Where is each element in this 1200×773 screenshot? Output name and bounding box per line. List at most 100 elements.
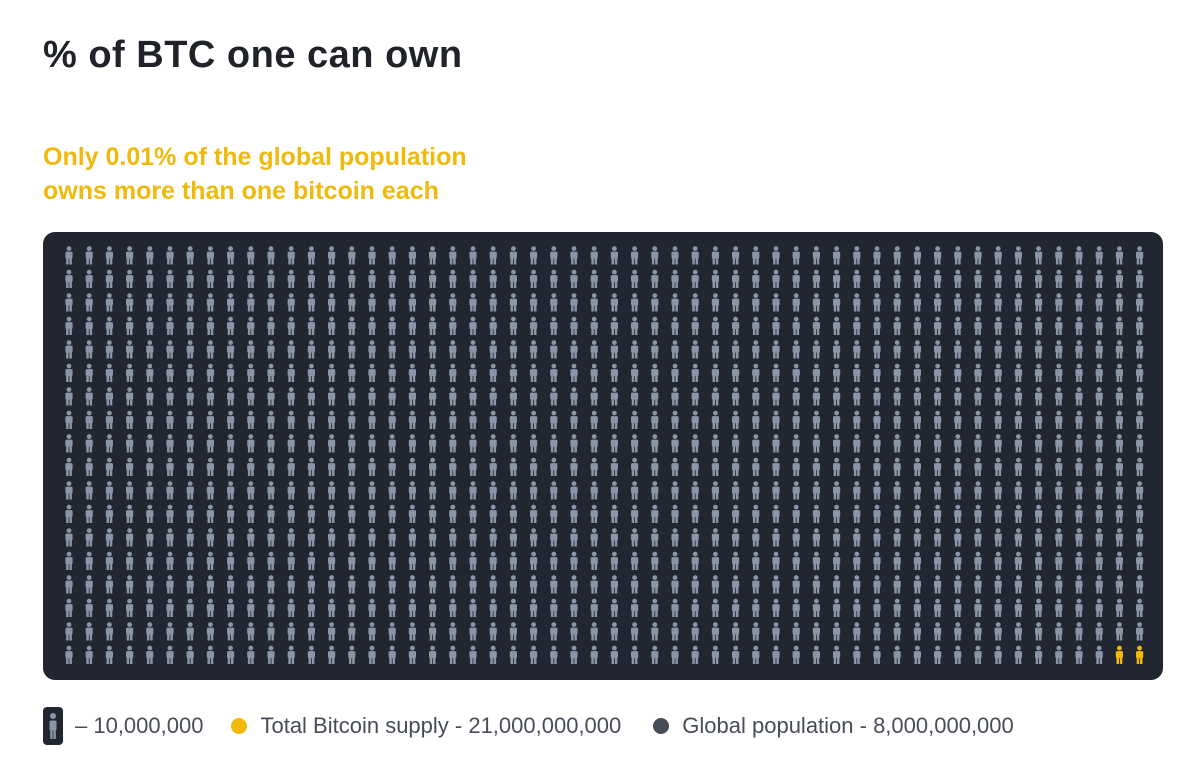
person-icon (1014, 622, 1022, 641)
person-icon (449, 575, 457, 594)
person-icon (732, 269, 740, 288)
person-icon (732, 504, 740, 523)
person-icon (1075, 457, 1083, 476)
person-icon (752, 434, 760, 453)
person-icon (65, 645, 73, 664)
person-icon (65, 293, 73, 312)
person-icon (772, 410, 780, 429)
person-icon (792, 387, 800, 406)
person-icon (974, 575, 982, 594)
person-icon (631, 598, 639, 617)
person-icon (873, 575, 881, 594)
person-icon (247, 363, 255, 382)
person-icon (631, 387, 639, 406)
person-icon (408, 410, 416, 429)
person-icon (287, 246, 295, 265)
person-icon (853, 316, 861, 335)
person-icon (287, 575, 295, 594)
person-icon (429, 622, 437, 641)
person-icon (388, 622, 396, 641)
person-icon (1095, 528, 1103, 547)
person-icon (368, 363, 376, 382)
person-icon (631, 316, 639, 335)
person-icon (752, 293, 760, 312)
person-icon (631, 293, 639, 312)
person-icon (307, 387, 315, 406)
person-icon (954, 387, 962, 406)
person-icon (368, 410, 376, 429)
person-icon (792, 457, 800, 476)
person-icon (105, 457, 113, 476)
person-icon (348, 293, 356, 312)
person-icon (368, 387, 376, 406)
person-icon (893, 645, 901, 664)
person-icon (873, 246, 881, 265)
person-icon (671, 622, 679, 641)
person-icon (772, 316, 780, 335)
person-icon (792, 410, 800, 429)
person-icon (65, 457, 73, 476)
person-icon (186, 645, 194, 664)
person-icon (307, 434, 315, 453)
person-icon (893, 363, 901, 382)
person-icon (853, 528, 861, 547)
person-icon (509, 363, 517, 382)
person-icon (348, 269, 356, 288)
person-icon (853, 410, 861, 429)
person-icon (1055, 551, 1063, 570)
person-icon (913, 363, 921, 382)
person-icon (247, 551, 255, 570)
person-icon (166, 269, 174, 288)
person-icon (429, 528, 437, 547)
person-icon (934, 457, 942, 476)
person-icon (792, 551, 800, 570)
person-icon (812, 622, 820, 641)
person-icon (429, 246, 437, 265)
person-icon (974, 551, 982, 570)
person-icon (509, 528, 517, 547)
person-icon (1055, 598, 1063, 617)
person-icon (772, 481, 780, 500)
person-icon (449, 528, 457, 547)
person-icon (792, 246, 800, 265)
person-icon (1035, 316, 1043, 335)
person-icon (752, 387, 760, 406)
person-icon (449, 246, 457, 265)
person-icon (550, 622, 558, 641)
person-icon (873, 457, 881, 476)
person-icon (206, 246, 214, 265)
person-icon (893, 434, 901, 453)
person-icon (307, 410, 315, 429)
person-icon (509, 622, 517, 641)
person-icon (812, 481, 820, 500)
person-icon (732, 598, 740, 617)
person-icon (105, 528, 113, 547)
person-icon (227, 340, 235, 359)
person-icon (287, 269, 295, 288)
person-icon (590, 387, 598, 406)
legend-label-population: Global population - 8,000,000,000 (682, 713, 1014, 738)
person-icon (267, 551, 275, 570)
person-icon (1055, 645, 1063, 664)
person-icon (732, 293, 740, 312)
person-icon (954, 551, 962, 570)
person-icon (388, 387, 396, 406)
person-icon (590, 269, 598, 288)
person-icon (328, 340, 336, 359)
person-icon (691, 293, 699, 312)
person-icon (752, 316, 760, 335)
person-icon (449, 269, 457, 288)
person-icon (853, 363, 861, 382)
person-icon (166, 363, 174, 382)
person-icon (974, 457, 982, 476)
person-icon (1136, 340, 1144, 359)
person-icon (833, 410, 841, 429)
person-icon (206, 551, 214, 570)
person-icon (247, 387, 255, 406)
person-icon (974, 340, 982, 359)
person-icon (772, 387, 780, 406)
person-icon (368, 551, 376, 570)
person-icon (671, 434, 679, 453)
person-icon (166, 481, 174, 500)
person-icon (469, 551, 477, 570)
